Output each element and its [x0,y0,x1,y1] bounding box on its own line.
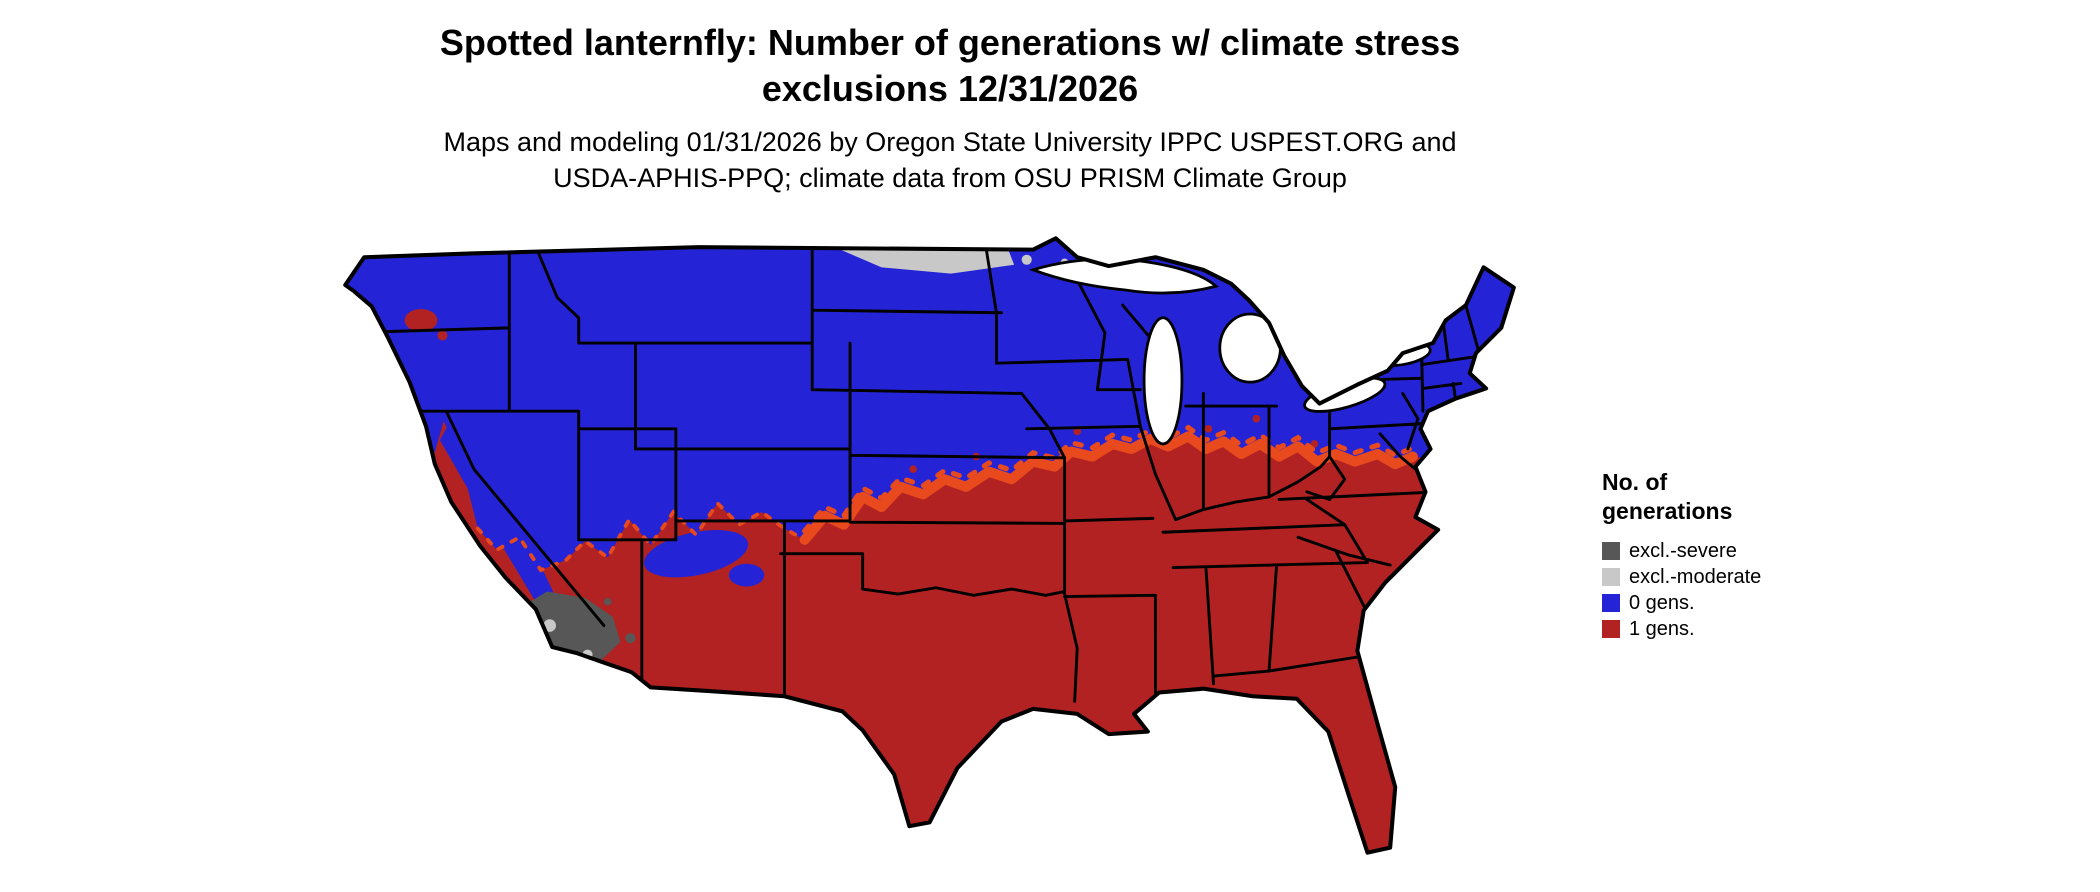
map-patch-red-wa [404,308,438,332]
legend: No. of generations excl.-severe excl.-mo… [1602,468,1882,642]
lake-michigan [1142,316,1184,446]
legend-item-excl-severe: excl.-severe [1602,538,1882,564]
us-outline [343,236,1516,855]
legend-swatch-excl-moderate [1602,568,1620,586]
figure-title: Spotted lanternfly: Number of generation… [0,20,1900,112]
legend-item-one-gen: 1 gens. [1602,616,1882,642]
legend-label-excl-severe: excl.-severe [1629,540,1737,562]
legend-swatch-one-gen [1602,620,1620,638]
map-transition-speckle [802,424,1416,534]
legend-label-zero-gens: 0 gens. [1629,592,1695,614]
map-transition-band [799,431,1418,545]
legend-swatch-zero-gens [1602,594,1620,612]
map-overlay-highlands-blue-2 [728,563,765,587]
legend-item-excl-moderate: excl.-moderate [1602,564,1882,590]
map-overlay-highlands-blue [644,529,749,578]
legend-items: excl.-severe excl.-moderate 0 gens. 1 ge… [1602,538,1882,642]
legend-label-excl-moderate: excl.-moderate [1629,566,1762,588]
legend-title: No. of generations [1602,468,1882,526]
figure-subtitle: Maps and modeling 01/31/2026 by Oregon S… [0,124,1900,196]
great-lakes [1028,257,1432,446]
legend-title-line1: No. of [1602,469,1668,495]
map-overlay-sierra-blue [439,423,558,611]
legend-swatch-excl-severe [1602,542,1620,560]
map-patch-red-wa-2 [437,330,448,341]
figure-title-line1: Spotted lanternfly: Number of generation… [439,22,1461,63]
legend-item-zero-gens: 0 gens. [1602,590,1882,616]
figure-title-line2: exclusions 12/31/2026 [761,68,1139,109]
legend-title-line2: generations [1602,498,1733,524]
figure-subtitle-line1: Maps and modeling 01/31/2026 by Oregon S… [443,127,1457,157]
figure-subtitle-line2: USDA-APHIS-PPQ; climate data from OSU PR… [553,163,1347,193]
map-transition-west-fringe [475,500,807,573]
us-map-svg [343,236,1516,855]
us-map [320,232,1582,888]
legend-label-one-gen: 1 gens. [1629,618,1695,640]
